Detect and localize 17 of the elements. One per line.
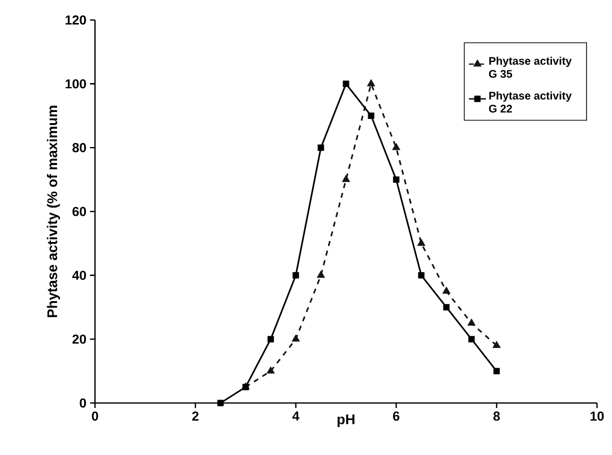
x-tick-label: 4: [292, 412, 300, 420]
x-tick-label: 2: [192, 412, 198, 421]
y-axis-title: Phytase activity (% of maximum: [46, 106, 60, 318]
y-tick-label: 80: [72, 143, 86, 152]
x-tick-label: 0: [92, 412, 98, 421]
x-tick-label: 6: [393, 412, 400, 421]
legend-label: Phytase activity G 35: [489, 56, 572, 78]
x-tick-label: 10: [590, 412, 604, 421]
x-axis-title: pH: [338, 414, 354, 428]
x-tick-label: 8: [493, 412, 500, 421]
legend-label: Phytase activity G 22: [489, 91, 572, 113]
y-tick-label: 100: [66, 79, 86, 88]
y-tick-label: 60: [72, 206, 86, 216]
y-tick-label: 0: [80, 398, 86, 408]
y-tick-label: 40: [72, 270, 86, 280]
y-tick-label: 20: [72, 334, 86, 344]
y-tick-label: 120: [66, 15, 86, 25]
